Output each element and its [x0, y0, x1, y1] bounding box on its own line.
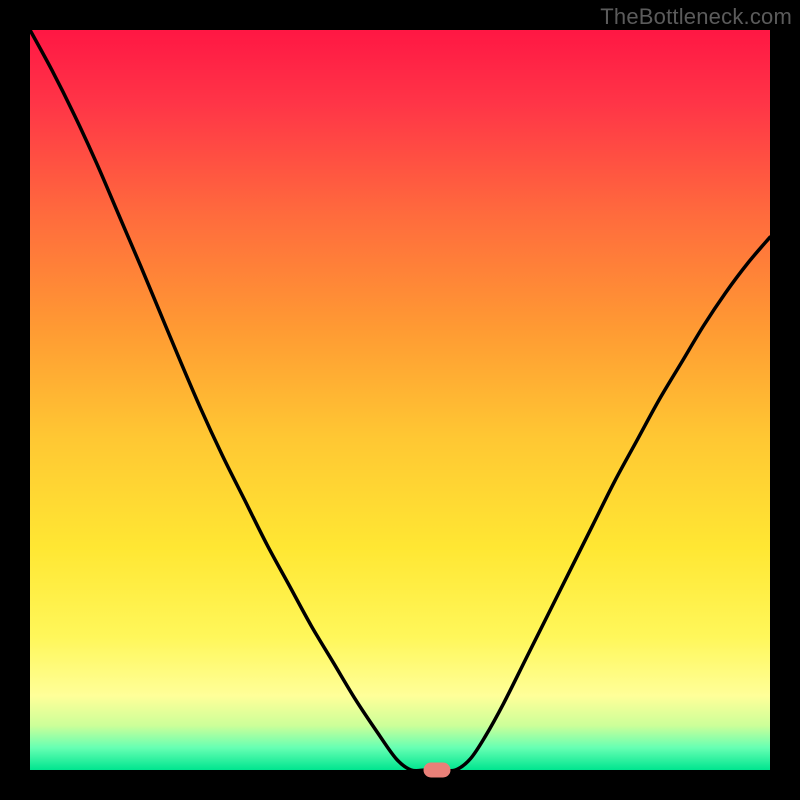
bottleneck-chart — [0, 0, 800, 800]
watermark-text: TheBottleneck.com — [600, 4, 792, 30]
optimal-marker — [424, 763, 450, 777]
chart-container: TheBottleneck.com — [0, 0, 800, 800]
